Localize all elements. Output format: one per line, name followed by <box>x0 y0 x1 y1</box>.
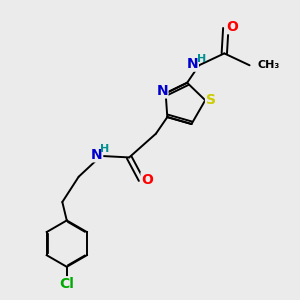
Text: N: N <box>187 57 198 71</box>
Text: O: O <box>226 20 238 34</box>
Text: Cl: Cl <box>59 277 74 291</box>
Text: H: H <box>197 54 206 64</box>
Text: S: S <box>206 93 216 107</box>
Text: CH₃: CH₃ <box>258 60 280 70</box>
Text: N: N <box>156 84 168 98</box>
Text: N: N <box>91 148 103 162</box>
Text: O: O <box>141 173 153 187</box>
Text: H: H <box>100 144 109 154</box>
